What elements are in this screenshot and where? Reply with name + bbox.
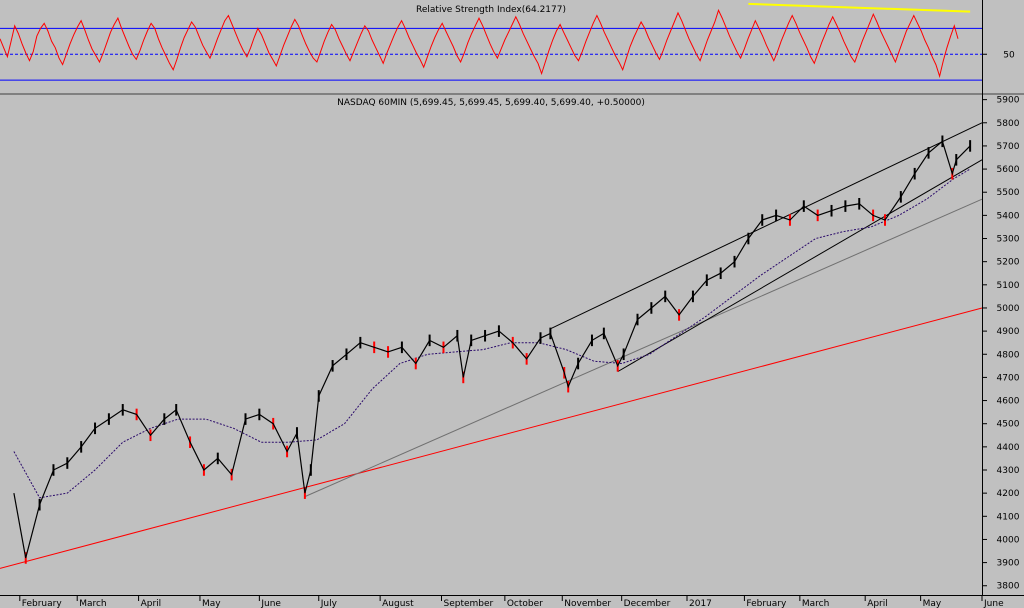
price-tick-label: 5600 <box>997 165 1020 175</box>
date-tick-label: February <box>746 599 787 608</box>
price-trendline-2 <box>304 198 983 498</box>
price-tick-label: 4200 <box>997 489 1020 499</box>
price-tick-label: 4000 <box>997 535 1020 545</box>
rsi-title: Relative Strength Index(64.2177) <box>416 5 566 15</box>
price-tick-label: 5300 <box>997 235 1020 245</box>
rsi-line <box>0 8 959 79</box>
price-plot-area <box>0 95 982 595</box>
price-tick-label: 4800 <box>997 350 1020 360</box>
date-axis: February March April May June July August Septe… <box>0 595 1024 608</box>
price-tick-label: 4300 <box>997 466 1020 476</box>
price-trendline-4 <box>617 159 983 373</box>
date-tick-label: 2017 <box>689 599 712 608</box>
date-tick-label: October <box>507 599 543 608</box>
price-trendlines <box>0 122 983 569</box>
rsi-y-axis: 50 <box>982 50 1015 60</box>
price-tick-label: 5500 <box>997 188 1020 198</box>
price-title: NASDAQ 60MIN (5,699.45, 5,699.45, 5,699.… <box>337 98 645 108</box>
rsi-trendline <box>748 2 971 13</box>
price-tick-label: 3800 <box>997 582 1020 592</box>
rsi-tick-label: 50 <box>1003 50 1015 60</box>
price-tick-label: 5000 <box>997 304 1020 314</box>
date-tick-label: May <box>923 599 942 608</box>
date-tick-label: April <box>141 599 162 608</box>
price-tick-label: 5700 <box>997 142 1020 152</box>
price-trendline-1 <box>0 307 983 569</box>
date-tick-label: September <box>444 599 494 608</box>
date-tick-label: April <box>867 599 888 608</box>
date-tick-label: March <box>79 599 106 608</box>
price-y-axis: 3800 3900 4000 4100 4200 4300 4400 4500 4600 4700… <box>982 96 1020 592</box>
date-tick-label: August <box>382 599 414 608</box>
rsi-panel: Relative Strength Index(64.2177) 50 <box>0 0 1015 93</box>
date-tick-label: June <box>260 599 281 608</box>
price-tick-label: 4600 <box>997 397 1020 407</box>
price-tick-label: 4700 <box>997 373 1020 383</box>
price-tick-label: 5800 <box>997 119 1020 129</box>
price-tick-label: 5400 <box>997 211 1020 221</box>
date-tick-label: February <box>22 599 63 608</box>
date-tick-label: June <box>983 599 1004 608</box>
price-tick-label: 3900 <box>997 559 1020 569</box>
price-tick-label: 5200 <box>997 258 1020 268</box>
panel-divider <box>0 93 1024 95</box>
price-tick-label: 4100 <box>997 512 1020 522</box>
price-line <box>13 140 971 559</box>
date-tick-label: November <box>564 599 611 608</box>
date-tick-label: December <box>624 599 671 608</box>
price-trendline-3 <box>550 122 983 330</box>
price-tick-label: 5100 <box>997 281 1020 291</box>
price-tick-label: 4900 <box>997 327 1020 337</box>
moving-average-line <box>13 168 971 499</box>
price-panel: NASDAQ 60MIN (5,699.45, 5,699.45, 5,699.… <box>0 95 1020 595</box>
price-tick-label: 4500 <box>997 420 1020 430</box>
date-tick-label: March <box>802 599 829 608</box>
date-tick-label: May <box>202 599 221 608</box>
price-tick-label: 5900 <box>997 96 1020 106</box>
date-tick-label: July <box>320 599 338 608</box>
price-tick-label: 4400 <box>997 443 1020 453</box>
